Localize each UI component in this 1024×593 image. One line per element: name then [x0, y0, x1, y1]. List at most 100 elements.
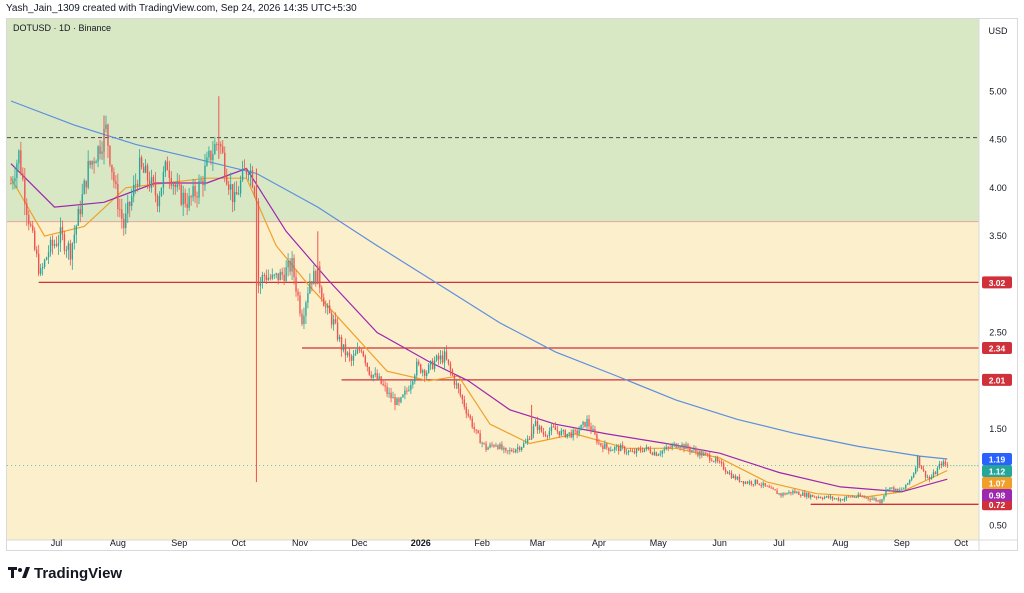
candle-body — [243, 168, 246, 170]
candle-body — [299, 295, 301, 314]
candle-body — [113, 172, 115, 182]
candle-body — [720, 461, 723, 464]
candle-body — [521, 447, 523, 450]
candle-body — [726, 471, 729, 474]
candle-body — [188, 196, 190, 208]
candle-body — [831, 496, 834, 499]
candle-body — [168, 170, 171, 178]
candle-body — [53, 244, 56, 246]
candle-body — [639, 448, 642, 451]
candle-body — [588, 419, 590, 427]
candle-body — [817, 497, 820, 499]
candle-body — [386, 386, 388, 394]
x-tick-label: Dec — [351, 538, 368, 548]
candle-body — [942, 461, 945, 466]
candle-body — [598, 442, 600, 444]
candle-body — [501, 444, 503, 450]
candle-body — [883, 495, 885, 500]
candle-body — [95, 161, 97, 164]
candle-body — [202, 180, 204, 186]
candle-body — [722, 463, 725, 470]
candle-body — [400, 397, 402, 403]
level-price-tag — [982, 498, 1012, 511]
candle-body — [750, 481, 753, 485]
candle-body — [885, 489, 887, 496]
candle-body — [916, 456, 919, 469]
candle-body — [49, 239, 52, 253]
candle-body — [790, 491, 792, 494]
candle-body — [879, 500, 881, 504]
x-tick-label: Aug — [110, 538, 126, 548]
candle-body — [732, 475, 735, 478]
candle-body — [200, 180, 202, 182]
candle-body — [606, 443, 608, 448]
candle-body — [659, 453, 661, 455]
candle-body — [364, 356, 367, 364]
candle-body — [730, 472, 733, 478]
chart-attribution: Yash_Jain_1309 created with TradingView.… — [6, 3, 357, 14]
x-tick-label: Jul — [51, 538, 63, 548]
candle-body — [829, 496, 832, 498]
candle-body — [37, 253, 40, 274]
candle-body — [806, 493, 808, 497]
candle-body — [873, 498, 875, 500]
x-tick-label: Sep — [171, 538, 187, 548]
y-tick-label: 1.50 — [989, 424, 1007, 434]
indicator-price-tag-text: 0.98 — [989, 490, 1006, 500]
candle-body — [614, 447, 616, 450]
candle-body — [51, 239, 54, 246]
candle-body — [776, 490, 778, 494]
candle-body — [707, 453, 709, 455]
candle-body — [479, 433, 481, 444]
candle-body — [513, 451, 515, 453]
candle-body — [338, 337, 341, 340]
candle-body — [352, 355, 355, 361]
x-tick-label: Aug — [832, 538, 848, 548]
candle-body — [220, 144, 222, 147]
candle-body — [627, 450, 630, 453]
candle-body — [301, 313, 303, 324]
candle-body — [105, 124, 107, 129]
candle-body — [55, 244, 58, 246]
candle-body — [81, 194, 83, 215]
candle-body — [358, 349, 361, 351]
candle-body — [194, 186, 196, 197]
candle-body — [914, 468, 917, 474]
candle-body — [663, 449, 665, 451]
candle-body — [16, 163, 18, 179]
candle-body — [592, 429, 594, 431]
candle-body — [744, 482, 747, 484]
level-price-tag-text: 2.34 — [989, 344, 1006, 354]
candle-body — [645, 446, 648, 449]
chart-frame[interactable]: DOTUSD · 1D · Binance USD 5.00 4.50 4.00 3.5… — [6, 18, 1018, 551]
candle-body — [275, 273, 277, 275]
candle-body — [697, 451, 699, 456]
candle-body — [851, 496, 853, 498]
candle-body — [600, 443, 602, 446]
candle-body — [843, 498, 846, 501]
candle-body — [12, 181, 14, 184]
candle-body — [210, 150, 212, 161]
candle-body — [142, 166, 145, 173]
candle-body — [877, 500, 879, 502]
candle-body — [75, 225, 77, 235]
candle-body — [441, 355, 444, 363]
candle-body — [716, 458, 719, 462]
candle-body — [881, 499, 883, 504]
candle-body — [772, 487, 774, 490]
candle-body — [542, 431, 545, 435]
candle-body — [57, 242, 60, 246]
candle-body — [724, 469, 727, 472]
candle-body — [235, 192, 238, 195]
candle-body — [683, 444, 685, 450]
candle-body — [47, 252, 50, 258]
candle-body — [396, 398, 398, 405]
candle-body — [416, 361, 418, 376]
candle-body — [631, 451, 634, 453]
price-chart[interactable]: DOTUSD · 1D · Binance USD 5.00 4.50 4.00 3.5… — [7, 19, 1017, 550]
candle-body — [554, 426, 557, 430]
candle-body — [859, 494, 861, 497]
candle-body — [794, 490, 796, 493]
candle-body — [685, 444, 687, 450]
candle-body — [388, 392, 390, 394]
